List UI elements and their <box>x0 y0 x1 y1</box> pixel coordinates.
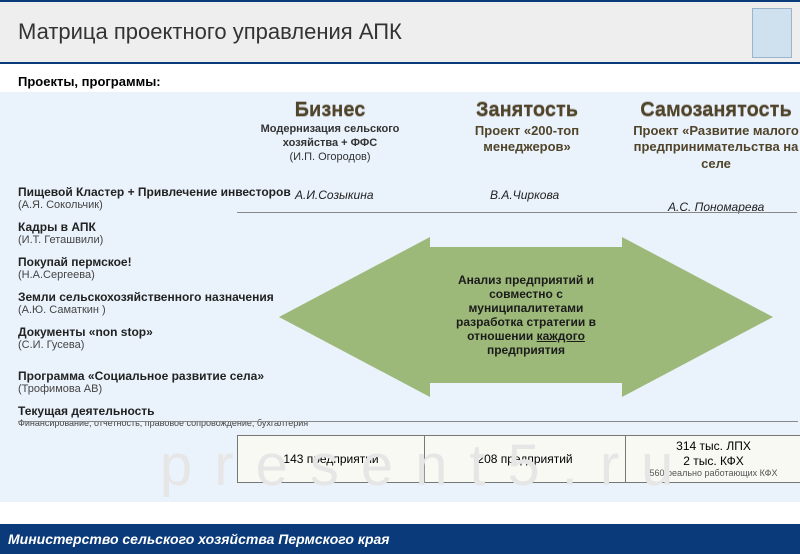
col3-sub: Проект «Развитие малого предпринимательс… <box>628 123 800 172</box>
col2-sub: Проект «200-топ менеджеров» <box>432 123 622 156</box>
column-business: Бизнес Модернизация сельского хозяйства … <box>237 98 423 164</box>
col1-sub: Модернизация сельского хозяйства + ФФС <box>237 123 423 151</box>
col2-title: Занятость <box>432 98 622 123</box>
col2-person: В.А.Чиркова <box>490 188 559 202</box>
column-selfemployment: Самозанятость Проект «Развитие малого пр… <box>628 98 800 172</box>
column-employment: Занятость Проект «200-топ менеджеров» <box>432 98 622 156</box>
col3-title: Самозанятость <box>628 98 800 123</box>
arrow-text: Анализ предприятий и совместно с муницип… <box>436 273 616 357</box>
arrow-body: Анализ предприятий и совместно с муницип… <box>430 247 622 383</box>
divider-bottom <box>18 421 798 422</box>
col1-sub2: (И.П. Огородов) <box>237 151 423 165</box>
list-item: Пищевой Кластер + Привлечение инвесторов… <box>18 185 398 211</box>
header-bar: Матрица проектного управления АПК <box>0 0 800 64</box>
footer-bar: Министерство сельского хозяйства Пермско… <box>0 524 800 554</box>
arrow-left-head <box>279 237 430 397</box>
region-map-icon <box>752 8 792 58</box>
list-item: Текущая деятельностьФинансирование, отче… <box>18 404 398 428</box>
arrow-right-head <box>622 237 773 397</box>
col1-title: Бизнес <box>237 98 423 123</box>
footer-text: Министерство сельского хозяйства Пермско… <box>8 531 390 547</box>
page-title: Матрица проектного управления АПК <box>18 19 402 45</box>
section-label: Проекты, программы: <box>18 74 161 89</box>
watermark: present5.ru <box>160 432 695 499</box>
